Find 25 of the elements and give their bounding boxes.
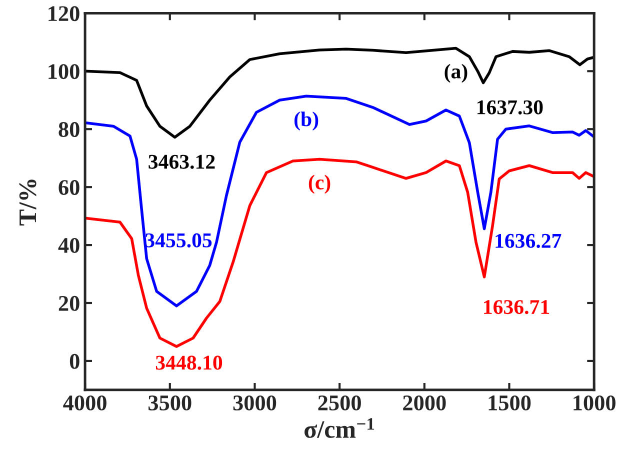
- x-tick-label: 1000: [574, 395, 616, 410]
- series-label: (a): [444, 64, 468, 83]
- x-tick-label: 4000: [63, 395, 106, 410]
- line-series: [85, 46, 594, 139]
- x-tick-label: 3000: [233, 395, 276, 410]
- x-tick-label: 1500: [488, 395, 531, 410]
- x-tick-label: 2000: [403, 395, 446, 410]
- annotation: 1637.30: [477, 100, 543, 114]
- x-tick-label: 2500: [318, 395, 361, 410]
- annotation: 1636.71: [484, 300, 550, 314]
- annotation: 3463.12: [148, 154, 215, 169]
- series-label: (b): [294, 112, 318, 131]
- y-tick-label: 100: [48, 64, 80, 80]
- y-tick-label: 80: [58, 122, 80, 138]
- x-axis-title: σ/cm$^{−1}$: [304, 418, 374, 438]
- annotation: 3448.10: [156, 356, 222, 370]
- y-tick-label: 0: [70, 354, 80, 369]
- y-tick-label: 60: [58, 180, 80, 196]
- annotation: 1636.27: [496, 234, 562, 248]
- series-label: (c): [308, 174, 330, 194]
- x-tick-label: 3500: [148, 395, 192, 410]
- y-axis-title: T/%: [19, 180, 36, 226]
- y-tick-label: 40: [58, 238, 80, 253]
- y-tick-label: 20: [58, 296, 80, 311]
- y-tick-label: 120: [48, 6, 80, 22]
